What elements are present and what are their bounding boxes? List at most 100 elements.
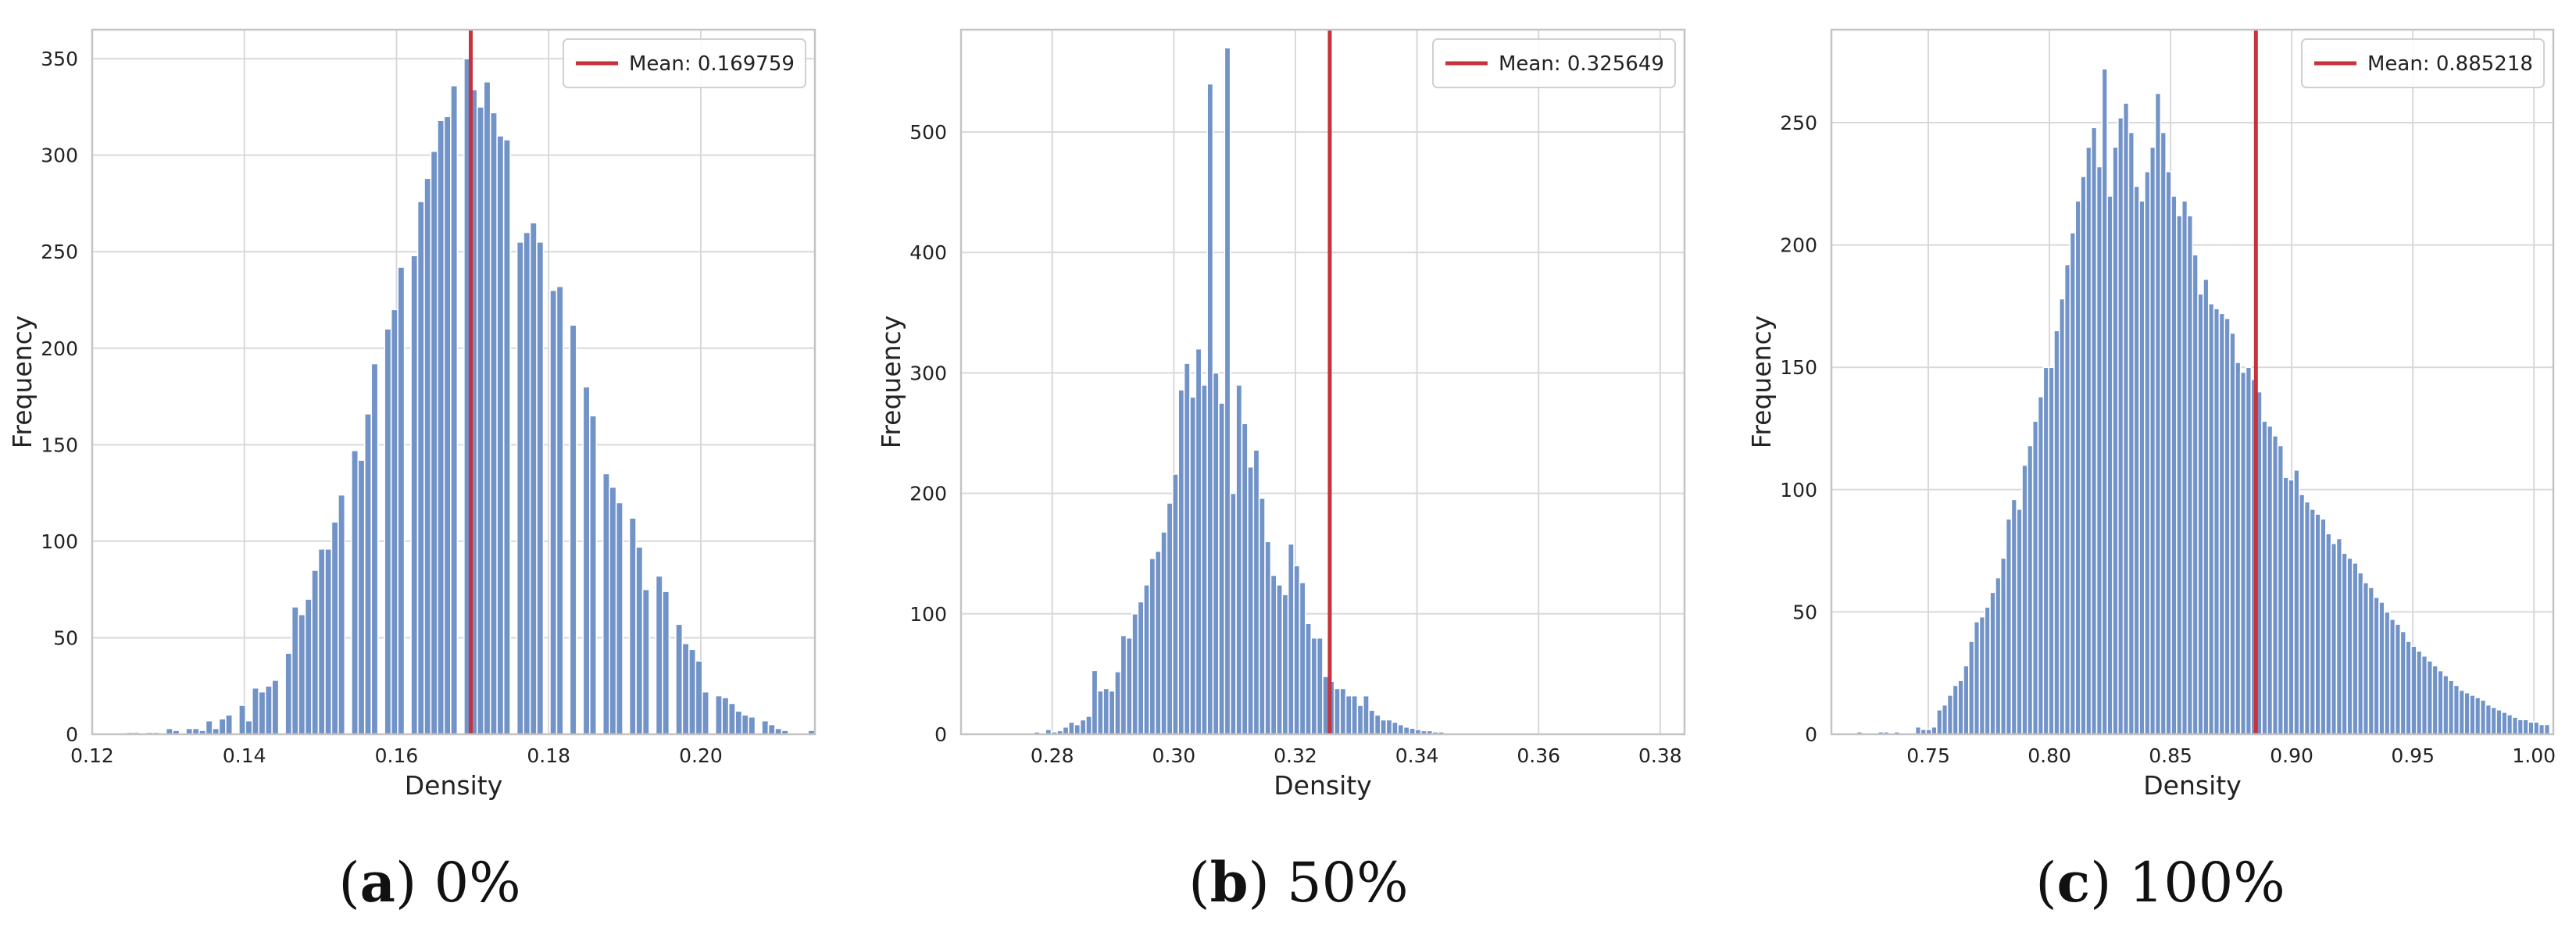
histogram-bar	[1978, 616, 1986, 735]
histogram-bar	[2235, 362, 2242, 735]
histogram-bar	[609, 486, 617, 735]
histogram-bar	[258, 691, 266, 735]
x-tick-label: 0.90	[2270, 744, 2313, 767]
histogram-bar	[1241, 423, 1249, 735]
histogram-bar	[2320, 518, 2327, 735]
caption-b: (b) 50%	[1188, 850, 1409, 915]
histogram-bar	[2112, 146, 2119, 735]
histogram-bar	[569, 324, 577, 735]
plot-frame	[1830, 28, 2555, 736]
histogram-bar	[338, 494, 346, 735]
histogram-bar	[370, 362, 379, 735]
histogram-bar	[2288, 479, 2295, 735]
histogram-bar	[1402, 726, 1410, 735]
histogram-bar	[2394, 623, 2402, 735]
histogram-bar	[1995, 576, 2002, 735]
histogram-100-percent: 0.75 0.80 0.85 0.90 0.95 1.00 0 50 100 150 200 250 D…	[1746, 28, 2556, 801]
histogram-bar	[2090, 127, 2098, 735]
y-tick-label: 400	[909, 241, 947, 264]
y-tick-label: 150	[1780, 356, 1817, 379]
y-tick-label: 250	[41, 241, 78, 263]
histogram-bar	[2239, 371, 2247, 735]
histogram-bar	[761, 719, 770, 735]
caption-c-text: 100%	[2128, 851, 2285, 915]
histogram-bar	[2160, 131, 2167, 735]
y-tick-label: 100	[1780, 479, 1817, 501]
histogram-bar	[734, 710, 743, 735]
histogram-bar	[2027, 444, 2034, 735]
histogram-bar	[1339, 687, 1347, 735]
histogram-bar	[1310, 637, 1318, 735]
histogram-bar	[1368, 709, 1376, 735]
histogram-bar	[695, 660, 703, 735]
histogram-bar	[1166, 502, 1174, 735]
histogram-bar	[2384, 611, 2391, 735]
histogram-bar	[1973, 621, 1981, 735]
histogram-bar	[2069, 232, 2077, 735]
histogram-bar	[2154, 92, 2162, 735]
histogram-bar	[1067, 721, 1075, 735]
histogram-bar	[2016, 509, 2023, 735]
histogram-bar	[1235, 384, 1243, 735]
y-tick-label: 500	[909, 121, 947, 144]
histogram-bar	[2399, 630, 2406, 735]
histogram-bar	[2421, 655, 2428, 735]
histogram-bar	[582, 386, 591, 735]
histogram-bar	[1999, 557, 2007, 735]
histogram-bar	[2501, 712, 2508, 735]
histogram-50-percent: 0.28 0.30 0.32 0.34 0.36 0.38 0 100 200 300 400 500…	[876, 28, 1686, 801]
histogram-bar	[2341, 552, 2348, 735]
histogram-bar	[2538, 723, 2546, 735]
histogram-bar	[1287, 543, 1295, 735]
y-tick-label: 300	[41, 145, 78, 167]
y-tick-label: 300	[909, 362, 947, 384]
histogram-bar	[536, 241, 545, 735]
x-axis-label: Density	[405, 770, 502, 801]
histogram-bar	[1224, 47, 1231, 735]
histogram-bar	[2261, 420, 2268, 735]
histogram-bar	[450, 84, 459, 735]
histogram-bar	[2207, 302, 2215, 735]
caption-a-tag: a	[359, 850, 396, 915]
x-tick-label: 0.14	[223, 744, 266, 767]
histogram-bar	[1293, 565, 1301, 735]
histogram-bar	[2496, 708, 2503, 735]
histogram-bar	[1356, 705, 1364, 735]
histogram-bar	[2122, 102, 2130, 735]
histogram-bar	[1968, 641, 1975, 735]
legend: Mean: 0.325649	[1432, 38, 1676, 88]
legend-label: Mean: 0.325649	[1499, 52, 1664, 76]
x-tick-label: 0.80	[2028, 744, 2071, 767]
histogram-bar	[2128, 131, 2135, 735]
histogram-bar	[2533, 721, 2540, 735]
histogram-bar	[615, 501, 623, 735]
histogram-bar	[2176, 215, 2183, 735]
caption-a-text: 0%	[434, 851, 521, 915]
histogram-bar	[2485, 704, 2492, 735]
histogram-bar	[2165, 170, 2172, 735]
histogram-bar	[390, 309, 398, 735]
y-axis-label: Frequency	[1746, 316, 1777, 448]
histogram-bar	[2042, 366, 2049, 735]
histogram-bar	[2410, 645, 2417, 735]
histogram-bar	[2367, 587, 2375, 735]
histogram-bar	[2378, 601, 2385, 735]
histogram-bar	[205, 719, 213, 735]
histogram-bar	[1195, 348, 1202, 735]
histogram-bar	[2005, 518, 2013, 735]
histogram-bar	[1374, 714, 1381, 735]
histogram-bar	[2517, 719, 2524, 735]
histogram-bar	[2138, 200, 2145, 735]
histogram-bar	[1079, 719, 1087, 735]
histogram-bar	[2144, 170, 2151, 735]
legend: Mean: 0.169759	[563, 38, 806, 88]
histogram-bar	[416, 201, 425, 735]
histogram-bar	[1345, 694, 1352, 735]
histogram-bar	[2335, 537, 2343, 735]
y-axis-label: Frequency	[876, 316, 906, 448]
histogram-bar	[1131, 613, 1139, 735]
histogram-bar	[701, 691, 710, 735]
histogram-bar	[2192, 254, 2199, 735]
x-tick-label: 0.32	[1274, 744, 1317, 767]
x-axis-label: Density	[1274, 770, 1371, 801]
